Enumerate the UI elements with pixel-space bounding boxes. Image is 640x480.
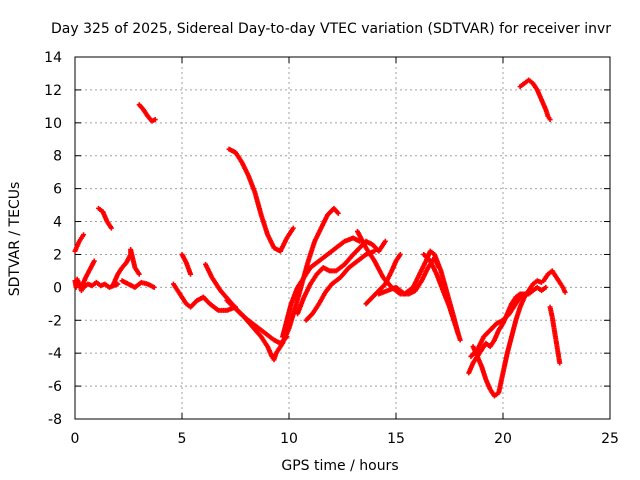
y-tick-label: 4 bbox=[53, 215, 62, 231]
x-tick-label: 25 bbox=[601, 431, 619, 447]
y-tick-label: 10 bbox=[44, 116, 62, 132]
y-tick-label: -4 bbox=[48, 346, 62, 362]
series-arc-k bbox=[203, 261, 290, 346]
series-arc-h bbox=[170, 281, 206, 310]
data-point bbox=[290, 225, 296, 231]
series-arc-q bbox=[354, 228, 442, 297]
x-axis-label: GPS time / hours bbox=[281, 458, 398, 474]
series-arc-f bbox=[119, 278, 157, 290]
series-arc-p bbox=[303, 248, 378, 323]
series-arc-y bbox=[541, 268, 568, 295]
data-point bbox=[152, 117, 158, 123]
y-tick-labels: -8 -6 -4 -2 0 2 4 6 8 10 12 14 bbox=[44, 50, 62, 428]
y-tick-label: 6 bbox=[53, 182, 62, 198]
data-point bbox=[188, 271, 194, 277]
y-tick-label: -8 bbox=[48, 412, 62, 428]
y-tick-label: -2 bbox=[48, 313, 62, 329]
series-arc-b bbox=[72, 232, 87, 254]
series-arc-g bbox=[136, 102, 158, 124]
y-tick-label: 14 bbox=[44, 50, 62, 66]
y-tick-label: 0 bbox=[53, 280, 62, 296]
grid bbox=[75, 57, 610, 419]
data-point bbox=[543, 284, 549, 290]
plot-frame bbox=[74, 56, 611, 420]
data-point bbox=[519, 291, 525, 297]
data-point bbox=[136, 271, 142, 277]
data-point bbox=[115, 281, 121, 287]
chart-title: Day 325 of 2025, Sidereal Day-to-day VTE… bbox=[51, 21, 611, 37]
data-point bbox=[372, 248, 378, 254]
data-point bbox=[335, 210, 341, 216]
series-arc-d bbox=[96, 205, 114, 231]
data-point bbox=[108, 225, 114, 231]
series-arc-l bbox=[224, 205, 341, 363]
series-arc-n bbox=[280, 235, 363, 340]
data-point bbox=[562, 289, 568, 295]
series-arc-z bbox=[547, 304, 563, 366]
series-arc-i bbox=[179, 251, 194, 277]
data-point bbox=[81, 232, 87, 238]
data-point bbox=[547, 117, 553, 123]
data-point bbox=[382, 238, 388, 244]
series-arc-r bbox=[363, 251, 403, 307]
data-point bbox=[457, 337, 463, 343]
data-point bbox=[91, 258, 97, 264]
series-arc-c bbox=[78, 258, 97, 290]
series-arc-v bbox=[470, 278, 545, 399]
y-axis-label: SDTVAR / TECUs bbox=[7, 182, 23, 297]
x-tick-labels: 0 5 10 15 20 25 bbox=[71, 431, 619, 447]
data-point bbox=[397, 251, 403, 257]
y-tick-label: -6 bbox=[48, 379, 62, 395]
data-point bbox=[557, 360, 563, 366]
x-tick-label: 20 bbox=[494, 431, 512, 447]
x-tick-label: 0 bbox=[71, 431, 80, 447]
series-arc-w bbox=[468, 291, 525, 359]
data-marks bbox=[72, 77, 568, 399]
y-tick-label: 8 bbox=[53, 149, 62, 165]
series-arc-x bbox=[517, 77, 553, 123]
series-arc-m bbox=[226, 146, 296, 254]
series-arc-e bbox=[111, 247, 142, 287]
y-tick-label: 12 bbox=[44, 83, 62, 99]
series-arc-t bbox=[421, 251, 463, 343]
x-tick-label: 10 bbox=[280, 431, 298, 447]
y-tick-label: 2 bbox=[53, 247, 62, 263]
series-arc-s bbox=[376, 248, 461, 336]
axis-ticks bbox=[74, 56, 611, 420]
data-point bbox=[151, 284, 157, 290]
x-tick-label: 15 bbox=[387, 431, 405, 447]
x-tick-label: 5 bbox=[178, 431, 187, 447]
series-arc-o bbox=[295, 238, 388, 317]
